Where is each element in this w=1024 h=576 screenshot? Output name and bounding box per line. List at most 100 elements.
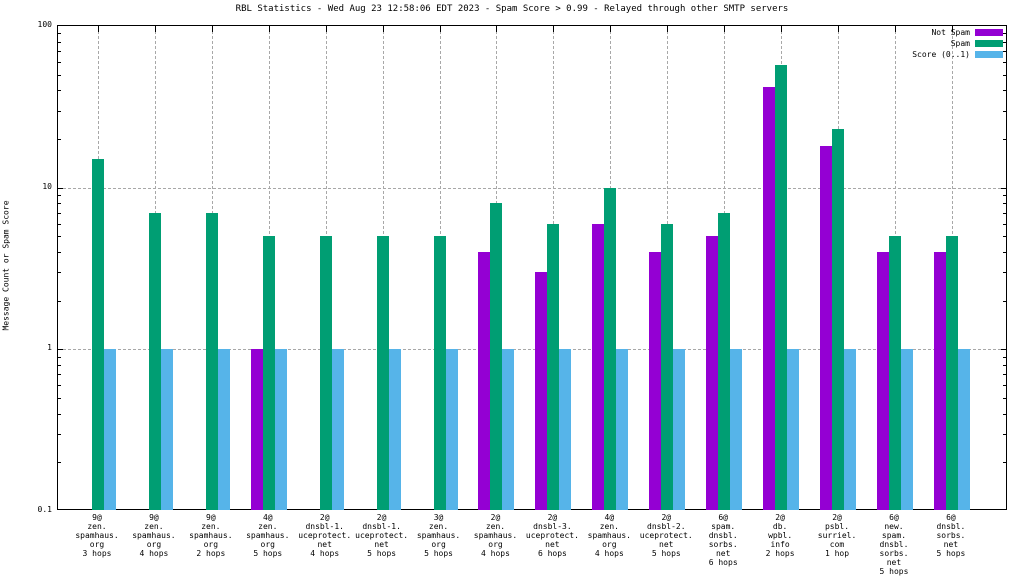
x-label-line: net xyxy=(659,540,674,549)
x-label-line: 4 hops xyxy=(594,549,624,558)
x-label-line: zen. xyxy=(258,522,278,531)
x-tick-top xyxy=(382,26,384,32)
x-label-line: org xyxy=(431,540,446,549)
x-label-line: 5 hops xyxy=(367,549,397,558)
x-category-label: 9@ zen. spamhaus. org 3 hops xyxy=(55,513,139,558)
legend-label-score: Score (0..1) xyxy=(912,49,970,59)
x-label-line: net xyxy=(317,540,332,549)
x-label-line: spamhaus. xyxy=(189,531,233,540)
y-minor-tick xyxy=(1003,385,1006,387)
x-label-line: 6@ xyxy=(946,513,956,522)
x-label-line: zen. xyxy=(428,522,449,531)
x-category-label: 2@ dnsbl-1. uceprotect. net 5 hops xyxy=(340,513,424,558)
legend-item-score: Score (0..1) xyxy=(912,49,1003,60)
y-tick-label-0.1: 0.1 xyxy=(37,505,52,514)
x-label-line: uceprotect. xyxy=(525,531,579,540)
y-minor-tick xyxy=(1003,413,1006,415)
bar-spam-8 xyxy=(547,223,560,510)
legend-item-spam: Spam xyxy=(912,38,1003,49)
x-label-line: dnsbl-1. xyxy=(305,522,344,531)
x-tick-top xyxy=(496,26,498,32)
plot-area xyxy=(57,25,1007,510)
y-minor-tick xyxy=(58,385,61,387)
x-label-line: org xyxy=(89,540,105,549)
y-minor-tick xyxy=(58,203,61,205)
bar-score-0-1--8 xyxy=(559,349,572,510)
x-tick-top xyxy=(781,26,783,32)
x-label-line: org xyxy=(260,540,275,549)
x-label-line: 9@ xyxy=(92,513,102,522)
x-label-line: org xyxy=(488,540,503,549)
x-label-line: net xyxy=(545,540,560,549)
y-minor-tick xyxy=(1003,74,1006,76)
x-label-line: 2@ xyxy=(319,513,330,522)
bar-score-0-1--5 xyxy=(388,349,401,510)
bar-score-0-1--4 xyxy=(331,349,344,510)
y-minor-tick xyxy=(1003,61,1006,63)
x-tick-top xyxy=(724,26,726,32)
x-label-line: 4@ xyxy=(604,513,615,522)
y-tick-label-1: 1 xyxy=(47,343,52,352)
x-label-line: sorbs. xyxy=(936,531,966,540)
x-label-line: 5 hops xyxy=(879,567,909,576)
x-label-line: uceprotect. xyxy=(639,531,693,540)
bar-spam-7 xyxy=(490,203,503,510)
x-label-line: spamhaus. xyxy=(75,531,119,540)
x-label-line: dnsbl-2. xyxy=(647,522,686,531)
x-label-line: uceprotect. xyxy=(298,531,352,540)
x-label-line: net xyxy=(943,540,959,549)
y-minor-tick xyxy=(1003,356,1006,358)
bar-spam-11 xyxy=(718,212,731,510)
bar-spam-6 xyxy=(433,236,446,510)
x-label-line: 5 hops xyxy=(936,549,966,558)
bar-score-0-1--3 xyxy=(274,349,287,510)
y-minor-tick xyxy=(58,223,61,225)
bar-not-spam-12 xyxy=(763,86,776,510)
bar-spam-12 xyxy=(775,65,788,510)
bar-not-spam-3 xyxy=(250,349,263,510)
x-label-line: spamhaus. xyxy=(587,531,631,540)
bar-not-spam-9 xyxy=(592,223,605,510)
y-major-tick xyxy=(1001,187,1006,189)
x-tick-top xyxy=(667,26,669,32)
y-minor-tick xyxy=(1003,365,1006,366)
x-tick-top xyxy=(154,26,156,32)
x-label-line: 9@ xyxy=(149,513,159,522)
x-label-line: spam. xyxy=(711,522,736,531)
y-minor-tick xyxy=(58,397,61,399)
y-minor-tick xyxy=(58,195,61,197)
y-minor-tick xyxy=(58,374,61,376)
x-label-line: sorbs. xyxy=(708,540,738,549)
bar-score-0-1--13 xyxy=(844,349,857,510)
legend-swatch-score xyxy=(975,51,1003,58)
x-label-line: org xyxy=(203,540,219,549)
x-label-line: wpbl. xyxy=(768,531,793,540)
y-minor-tick xyxy=(58,365,61,366)
y-minor-tick xyxy=(1003,462,1006,464)
x-label-line: zen. xyxy=(144,522,164,531)
x-label-line: com xyxy=(829,540,845,549)
y-minor-tick xyxy=(58,462,61,464)
x-label-line: spamhaus. xyxy=(473,531,518,540)
x-label-line: sorbs. xyxy=(879,549,909,558)
bar-score-0-1--15 xyxy=(957,349,970,510)
y-minor-tick xyxy=(58,74,61,76)
x-tick-top xyxy=(951,26,953,32)
y-minor-tick xyxy=(1003,397,1006,399)
x-category-label: 2@ dnsbl-1. uceprotect. net 4 hops xyxy=(283,513,367,558)
x-tick-top xyxy=(325,26,327,32)
legend-swatch-not-spam xyxy=(975,29,1003,36)
y-minor-tick xyxy=(1003,252,1006,253)
y-minor-tick xyxy=(58,272,61,274)
x-label-line: 2@ xyxy=(775,513,785,522)
x-label-line: spamhaus. xyxy=(416,531,461,540)
bar-spam-4 xyxy=(319,236,332,510)
bar-spam-1 xyxy=(148,212,161,510)
chart-title: RBL Statistics - Wed Aug 23 12:58:06 EDT… xyxy=(235,4,789,14)
x-category-label: 2@ dnsbl-2. uceprotect. net 5 hops xyxy=(624,513,708,558)
y-minor-tick xyxy=(1003,90,1006,92)
x-tick-top xyxy=(610,26,612,32)
x-label-line: zen. xyxy=(201,522,221,531)
x-label-line: 5 hops xyxy=(424,549,453,558)
bar-not-spam-10 xyxy=(649,252,662,510)
